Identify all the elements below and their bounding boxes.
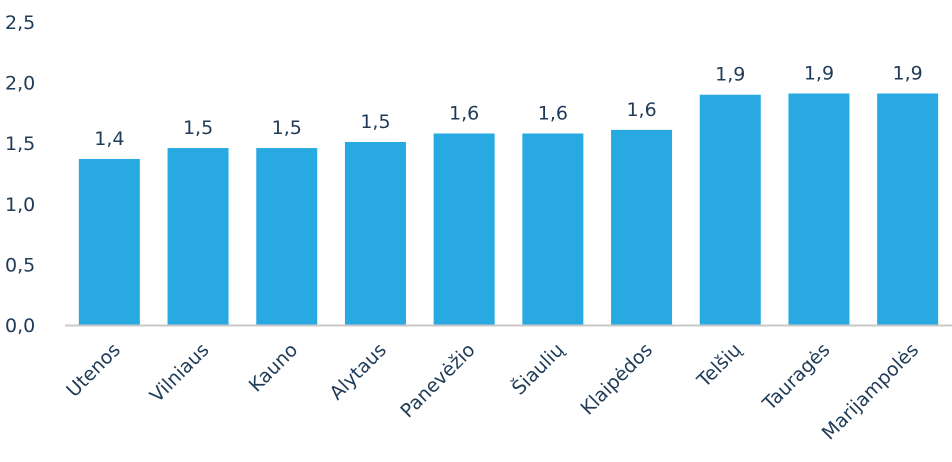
data-label: 1,9 [893, 63, 923, 85]
bar-9 [877, 93, 939, 326]
x-tick-label: Telšių [692, 339, 745, 392]
x-tick-label: Vilniaus [146, 339, 214, 407]
bar-1 [167, 148, 229, 325]
data-label: 1,5 [183, 117, 213, 139]
data-label: 1,9 [715, 64, 745, 86]
bar-2 [256, 148, 318, 325]
y-tick-label: 2,0 [5, 73, 35, 95]
data-label: 1,5 [272, 117, 302, 139]
x-tick-label: Utenos [62, 339, 125, 402]
y-tick-label: 1,0 [5, 194, 35, 216]
data-label: 1,6 [538, 103, 568, 125]
x-tick-label: Klaipėdos [576, 339, 657, 420]
y-axis-ticks: 0,0 0,5 1,0 1,5 2,0 2,5 [5, 12, 35, 337]
x-tick-label: Alytaus [326, 339, 391, 404]
bar-6 [611, 129, 673, 325]
bar-8 [788, 93, 850, 326]
bar-3 [344, 141, 406, 325]
y-tick-label: 2,5 [5, 12, 35, 34]
data-label: 1,5 [360, 111, 390, 133]
y-tick-label: 0,0 [5, 315, 35, 337]
data-label: 1,9 [804, 63, 834, 85]
data-labels-group: 1,4 1,5 1,5 1,5 1,6 1,6 1,6 1,9 1,9 1,9 [94, 63, 923, 150]
x-tick-label: Tauragės [758, 339, 835, 416]
bar-7 [699, 94, 761, 325]
data-label: 1,4 [94, 128, 124, 150]
bar-4 [433, 133, 495, 325]
bar-5 [522, 133, 584, 325]
x-axis-ticks: Utenos Vilniaus Kauno Alytaus Panevėžio Šiaul… [62, 338, 923, 445]
data-label: 1,6 [626, 99, 656, 121]
x-tick-label: Panevėžio [396, 339, 479, 422]
bar-0 [78, 158, 140, 325]
data-label: 1,6 [449, 103, 479, 125]
y-tick-label: 0,5 [5, 254, 35, 276]
x-tick-label: Kauno [245, 339, 303, 397]
x-tick-label: Šiaulių [506, 338, 568, 400]
y-tick-label: 1,5 [5, 133, 35, 155]
bars-group [78, 93, 939, 326]
